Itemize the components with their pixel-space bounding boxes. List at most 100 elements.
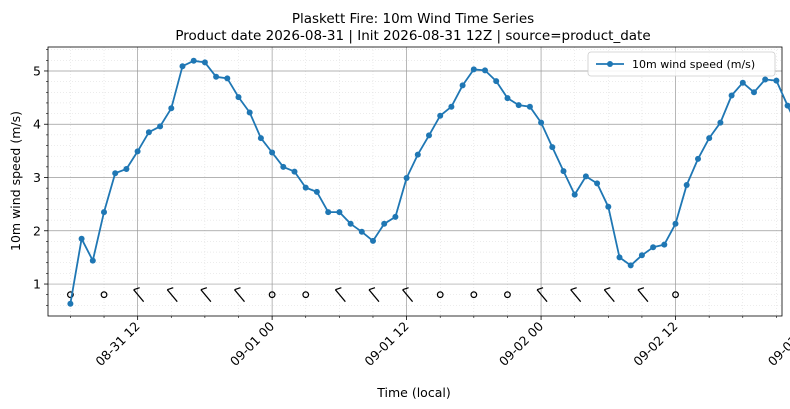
wind-barb-calm xyxy=(67,291,74,299)
data-point xyxy=(762,76,769,83)
data-point xyxy=(112,170,119,177)
data-point xyxy=(650,244,657,251)
data-point xyxy=(313,188,320,195)
data-point xyxy=(168,105,175,112)
data-point xyxy=(717,119,724,126)
wind-barb-staff xyxy=(200,289,212,303)
wind-barb xyxy=(637,287,649,303)
data-point xyxy=(661,241,668,248)
data-point xyxy=(89,257,96,264)
data-point xyxy=(493,78,500,85)
y-axis: 1 2 3 4 5 xyxy=(33,49,48,306)
legend: 10m wind speed (m/s) xyxy=(587,51,776,77)
data-point xyxy=(190,57,197,64)
wind-barb-staff xyxy=(603,289,615,303)
major-gridlines xyxy=(48,47,782,316)
wind-barb-staff xyxy=(570,289,582,303)
wind-barb-flag xyxy=(536,287,544,291)
wind-barb-calm xyxy=(100,291,108,299)
wind-barb xyxy=(133,287,145,303)
data-point xyxy=(437,112,444,119)
data-point xyxy=(560,168,567,175)
chart-subtitle: Product date 2026-08-31 | Init 2026-08-3… xyxy=(175,28,650,44)
data-point xyxy=(538,119,545,126)
y-axis-label: 10m wind speed (m/s) xyxy=(8,111,23,251)
wind-barb-staff xyxy=(166,289,178,303)
data-point xyxy=(336,209,343,216)
data-point xyxy=(594,180,601,187)
wind-barb-flag xyxy=(167,287,174,291)
data-point xyxy=(246,109,253,116)
data-point xyxy=(470,66,477,73)
y-tick-label: 2 xyxy=(33,223,41,238)
wind-barb-calm xyxy=(470,291,478,299)
data-point xyxy=(257,135,264,142)
x-axis-label: Time (local) xyxy=(376,385,450,400)
wind-barb-flag xyxy=(200,287,208,291)
data-point xyxy=(123,166,130,172)
wind-barb-calm xyxy=(302,291,310,299)
minor-gridlines xyxy=(48,47,782,316)
data-point xyxy=(526,103,533,110)
data-point xyxy=(280,163,287,170)
wind-barb xyxy=(166,287,178,303)
data-point xyxy=(459,82,466,89)
wind-barb-flag xyxy=(637,287,645,291)
data-point xyxy=(739,79,746,86)
data-point xyxy=(426,132,432,139)
data-point xyxy=(784,102,790,109)
y-tick-label: 3 xyxy=(33,170,41,185)
data-point xyxy=(347,220,354,227)
data-point xyxy=(302,184,309,191)
data-point xyxy=(448,103,455,110)
x-tick-label: 09-02 12 xyxy=(630,319,680,369)
x-tick-label: 09-01 12 xyxy=(361,319,411,369)
data-point xyxy=(358,228,365,235)
wind-barb-flag xyxy=(368,287,376,291)
wind-barb-flag xyxy=(570,287,577,291)
data-point xyxy=(683,182,690,188)
series-layer xyxy=(67,57,790,307)
wind-barb-flag xyxy=(335,287,342,291)
data-point xyxy=(67,300,74,307)
y-tick-label: 5 xyxy=(33,63,41,78)
wind-barb-calm xyxy=(436,291,444,299)
wind-barb-flag xyxy=(402,287,409,291)
data-point xyxy=(504,95,511,102)
data-point xyxy=(751,89,757,96)
data-point xyxy=(381,220,388,227)
wind-barb-staff xyxy=(368,289,380,303)
data-point xyxy=(101,209,107,216)
data-point xyxy=(269,149,276,156)
data-point xyxy=(706,135,713,142)
data-point xyxy=(370,237,376,244)
data-point xyxy=(157,123,164,130)
wind-barb xyxy=(200,287,212,303)
legend-marker xyxy=(607,61,613,67)
wind-barb xyxy=(570,287,582,303)
data-point xyxy=(134,148,141,155)
wind-barb xyxy=(234,287,245,303)
data-point xyxy=(291,168,298,175)
wind-barb-staff xyxy=(234,289,245,303)
data-point xyxy=(672,220,679,227)
data-point xyxy=(728,92,735,99)
data-point xyxy=(627,262,634,269)
series-line xyxy=(69,59,790,304)
data-point xyxy=(403,175,410,181)
wind-barb-flag xyxy=(604,287,611,291)
data-point xyxy=(773,77,780,84)
x-tick-label: 08-31 12 xyxy=(92,319,142,369)
wind-barb-calm xyxy=(672,291,679,299)
data-point xyxy=(392,213,399,220)
data-point xyxy=(235,94,242,101)
data-point xyxy=(482,67,488,74)
data-point xyxy=(201,59,208,66)
plot-frame xyxy=(47,46,783,317)
y-tick-label: 1 xyxy=(33,277,41,292)
wind-barb-flag xyxy=(234,287,241,291)
x-axis: 08-31 12 09-01 00 09-01 12 09-02 00 09-02 12… xyxy=(70,316,790,369)
y-tick-label: 4 xyxy=(33,117,41,132)
wind-barb-staff xyxy=(133,289,145,303)
